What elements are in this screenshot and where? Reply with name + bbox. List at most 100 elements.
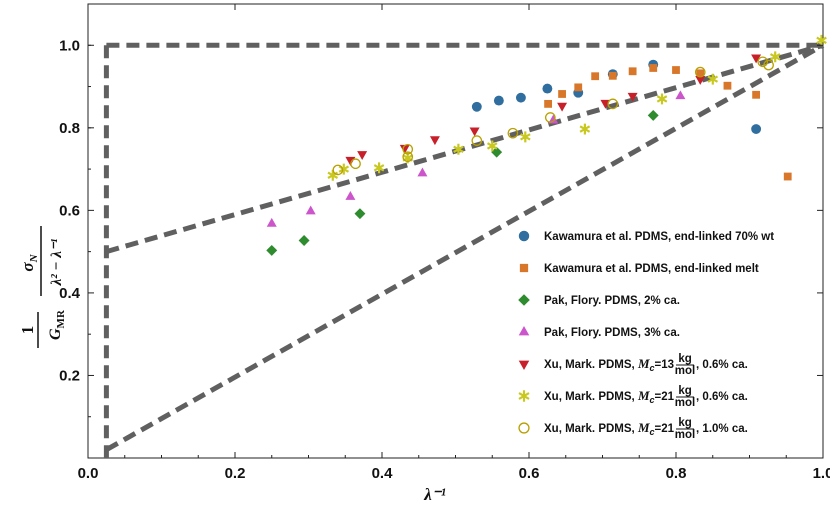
series-2 <box>544 64 792 181</box>
legend-item: Pak, Flory. PDMS, 3% ca. <box>518 325 680 339</box>
legend-marker <box>518 325 530 336</box>
legend-fraction-numerator: kg <box>678 417 691 429</box>
data-point <box>515 92 526 103</box>
y-axis-label: 1 GMR σN λ² − λ⁻¹ <box>18 226 67 348</box>
legend-marker <box>518 230 530 242</box>
data-point <box>327 169 339 181</box>
legend-marker <box>518 294 530 306</box>
data-point <box>751 124 762 134</box>
line-half-to-one <box>105 42 824 255</box>
data-point <box>695 75 706 85</box>
series-1 <box>471 59 762 134</box>
y-tick-label: 1.0 <box>59 37 80 54</box>
data-point <box>608 71 617 80</box>
data-point <box>345 191 356 200</box>
data-point <box>373 162 385 174</box>
data-point <box>542 83 553 94</box>
data-point <box>471 135 483 146</box>
x-tick-label: 0.0 <box>78 465 99 482</box>
data-point <box>647 109 659 121</box>
data-points <box>266 34 827 256</box>
data-point <box>696 69 705 78</box>
data-point <box>402 151 414 163</box>
data-point <box>402 143 414 155</box>
data-point <box>694 66 706 78</box>
data-point <box>579 123 591 135</box>
series-4 <box>266 90 686 227</box>
data-point <box>453 143 464 155</box>
y-tick-label: 0.2 <box>59 367 80 384</box>
data-point <box>429 136 440 146</box>
legend-marker <box>519 263 529 273</box>
data-point <box>305 205 316 215</box>
legend-label: Xu, Mark. PDMS, Mc=13 <box>544 356 674 373</box>
legend-item: Pak, Flory. PDMS, 2% ca. <box>518 294 680 307</box>
data-point <box>399 144 410 154</box>
axis-ticks: 0.0 0.2 0.4 0.6 0.8 1.0 0.2 0.4 0.6 0.8 1.0 <box>59 3 830 482</box>
data-point <box>491 146 503 158</box>
x-tick-label: 0.2 <box>225 465 246 482</box>
legend-fraction-numerator: kg <box>678 385 691 397</box>
legend-item: Kawamura et al. PDMS, end-linked melt <box>519 263 759 275</box>
data-point <box>558 90 566 98</box>
y-label-sigma: σN <box>18 253 40 271</box>
data-point <box>656 93 668 105</box>
data-point <box>298 235 310 246</box>
series-7 <box>332 56 774 176</box>
data-point <box>486 140 498 152</box>
data-point <box>507 127 519 139</box>
data-point <box>266 244 278 256</box>
y-label-denominator: λ² − λ⁻¹ <box>49 239 65 287</box>
legend: Kawamura et al. PDMS, end-linked 70% wt K… <box>518 230 774 441</box>
data-point <box>471 101 482 112</box>
data-point <box>752 90 761 99</box>
legend-label: Xu, Mark. PDMS, Mc=21 <box>544 420 675 437</box>
y-tick-label: 0.6 <box>59 202 80 219</box>
legend-marker <box>518 360 530 371</box>
data-point <box>757 56 769 68</box>
x-tick-label: 0.4 <box>372 465 394 482</box>
legend-fraction-denominator: mol <box>675 365 695 377</box>
data-point <box>544 112 556 123</box>
data-point <box>783 172 792 181</box>
y-label-gmr: GMR <box>47 309 67 340</box>
data-point <box>493 95 504 106</box>
data-point <box>628 67 637 76</box>
legend-label: Kawamura et al. PDMS, end-linked 70% wt <box>544 231 774 243</box>
legend-marker <box>518 390 530 402</box>
legend-label-suffix: , 1.0% ca. <box>696 423 748 435</box>
data-point <box>332 164 344 176</box>
data-point <box>557 102 568 112</box>
legend-marker <box>518 422 530 434</box>
data-point <box>723 81 732 90</box>
data-point <box>627 92 638 102</box>
data-point <box>591 72 600 81</box>
data-point <box>672 66 680 74</box>
data-point <box>816 34 827 46</box>
data-point <box>469 127 480 137</box>
legend-label: Pak, Flory. PDMS, 2% ca. <box>544 295 680 307</box>
data-point <box>544 99 553 108</box>
data-point <box>675 90 686 100</box>
legend-label-suffix: , 0.6% ca. <box>696 359 748 371</box>
line-zero-to-one <box>105 43 825 452</box>
data-point <box>769 51 781 63</box>
data-point <box>607 98 619 110</box>
x-axis-label: λ⁻¹ <box>423 485 446 504</box>
series-6 <box>327 34 827 181</box>
data-point <box>345 156 356 166</box>
reference-lines <box>103 42 825 458</box>
legend-label: Xu, Mark. PDMS, Mc=21 <box>544 388 675 405</box>
legend-fraction-denominator: mol <box>675 429 695 441</box>
data-point <box>751 54 762 64</box>
y-tick-label: 0.4 <box>59 285 81 302</box>
legend-label-suffix: , 0.6% ca. <box>696 391 748 403</box>
legend-fraction-denominator: mol <box>675 397 695 409</box>
y-tick-label: 0.8 <box>59 120 80 137</box>
data-point <box>548 114 559 124</box>
y-label-one: 1 <box>18 326 37 335</box>
x-tick-label: 1.0 <box>813 465 830 482</box>
x-tick-label: 0.6 <box>519 465 540 482</box>
